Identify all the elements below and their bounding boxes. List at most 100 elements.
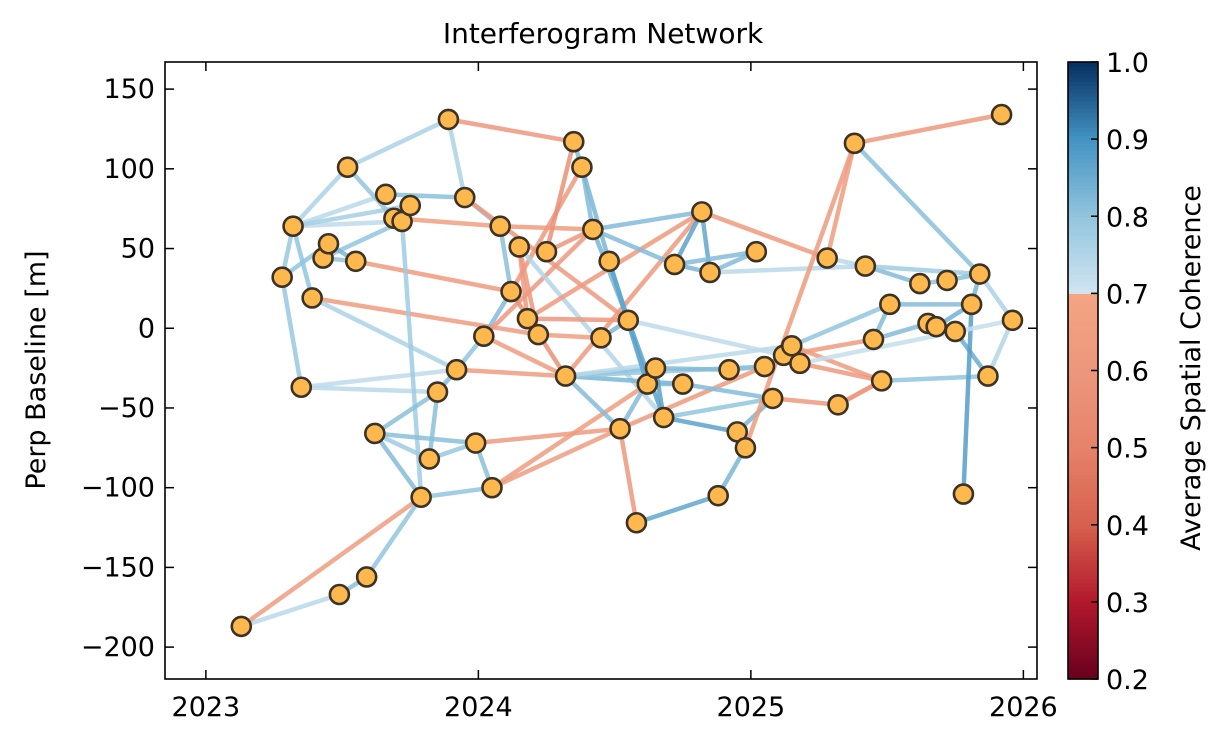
acquisition-point [925, 315, 947, 338]
y-tick-label: 0 [138, 313, 155, 344]
network-edge [626, 318, 786, 358]
colorbar-segment [1068, 671, 1098, 676]
colorbar-segment [1068, 389, 1098, 395]
colorbar-segment [1068, 343, 1098, 348]
colorbar-segment [1068, 594, 1098, 599]
network-edge [852, 141, 983, 277]
colorbar-segment [1068, 474, 1098, 480]
colorbar-segment [1068, 81, 1098, 86]
colorbar-segment [1068, 628, 1098, 634]
colorbar-segment [1068, 297, 1098, 302]
acquisition-point [464, 432, 487, 454]
acquisition-point [691, 201, 713, 223]
network-edge [672, 249, 759, 267]
colorbar-segment [1068, 127, 1098, 133]
colorbar-segment [1068, 108, 1098, 113]
colorbar-segment [1068, 158, 1098, 163]
colorbar-segment [1068, 571, 1098, 576]
acquisition-point [960, 293, 983, 316]
colorbar-segment [1068, 385, 1098, 391]
colorbar-segment [1068, 524, 1098, 530]
acquisition-point [516, 307, 539, 330]
colorbar-segment [1068, 439, 1098, 445]
colorbar-segment [1068, 397, 1098, 402]
network-edge [879, 373, 991, 384]
x-tick-label: 2023 [172, 692, 241, 723]
network-edge [372, 431, 478, 446]
colorbar-segment [1068, 324, 1098, 329]
acquisition-point [870, 370, 893, 392]
colorbar-tick-label: 0.5 [1106, 434, 1149, 465]
colorbar-segment [1068, 393, 1098, 399]
colorbar-segment [1068, 605, 1098, 611]
colorbar-segment [1068, 250, 1098, 256]
acquisition-point [562, 130, 585, 153]
colorbar-tick-label: 0.9 [1106, 125, 1149, 156]
colorbar-segment [1068, 320, 1098, 325]
acquisition-point [535, 240, 558, 263]
network-edge [563, 373, 623, 431]
colorbar-segment [1068, 154, 1098, 160]
colorbar-segment [1068, 193, 1098, 198]
y-tick-label: 150 [103, 74, 155, 105]
colorbar-segment [1068, 301, 1098, 306]
acquisition-point [609, 417, 631, 440]
colorbar-segment [1068, 308, 1098, 314]
y-tick-label: 50 [121, 234, 155, 265]
colorbar-segment [1068, 254, 1098, 260]
colorbar-segment [1068, 513, 1098, 518]
network-edge [309, 295, 459, 372]
acquisition-point [437, 108, 460, 131]
colorbar-segment [1068, 517, 1098, 522]
network-edge [590, 227, 677, 267]
x-tick-label: 2026 [989, 692, 1058, 723]
colorbar-tick-label: 0.7 [1106, 279, 1149, 310]
colorbar-segment [1068, 463, 1098, 468]
acquisition-point [410, 486, 432, 509]
colorbar-segment [1068, 555, 1098, 561]
colorbar-segment [1068, 200, 1098, 206]
colorbar-segment [1068, 428, 1098, 433]
network-edge [454, 367, 568, 379]
acquisition-point [761, 387, 784, 410]
colorbar-segment [1068, 100, 1098, 106]
colorbar-segment [1068, 204, 1098, 210]
network-edge [852, 112, 1004, 146]
colorbar-segment [1068, 420, 1098, 426]
colorbar-segment [1068, 478, 1098, 483]
acquisition-point [481, 476, 503, 499]
acquisition-point [554, 365, 577, 387]
colorbar-segment [1068, 358, 1098, 364]
acquisition-point [652, 406, 675, 429]
colorbar-segment [1068, 520, 1098, 526]
colorbar-segment [1068, 466, 1098, 472]
colorbar-segment [1068, 181, 1098, 186]
acquisition-point [582, 218, 604, 241]
colorbar-segment [1068, 227, 1098, 233]
colorbar-tick-label: 0.2 [1106, 665, 1149, 696]
acquisition-point [598, 250, 620, 273]
colorbar-segment [1068, 73, 1098, 79]
colorbar-segment [1068, 625, 1098, 630]
acquisition-point [282, 215, 304, 238]
network-edge [797, 318, 1015, 366]
network-edge [661, 415, 740, 435]
acquisition-point [344, 250, 367, 273]
colorbar-segment [1068, 532, 1098, 537]
colorbar-segment [1068, 162, 1098, 167]
network-edge [372, 389, 440, 436]
acquisition-point [617, 309, 640, 332]
network-edge [661, 396, 775, 420]
colorbar-segment [1068, 166, 1098, 171]
acquisition-point [399, 194, 422, 217]
colorbar-segment [1068, 185, 1098, 190]
acquisition-point [426, 381, 449, 403]
colorbar-segment [1068, 536, 1098, 541]
edges-group [239, 112, 1015, 629]
colorbar-segment [1068, 455, 1098, 460]
colorbar-segment [1068, 540, 1098, 545]
colorbar-segment [1068, 247, 1098, 252]
network-edge [797, 361, 884, 384]
acquisition-point [418, 448, 441, 470]
colorbar-segment [1068, 382, 1098, 387]
